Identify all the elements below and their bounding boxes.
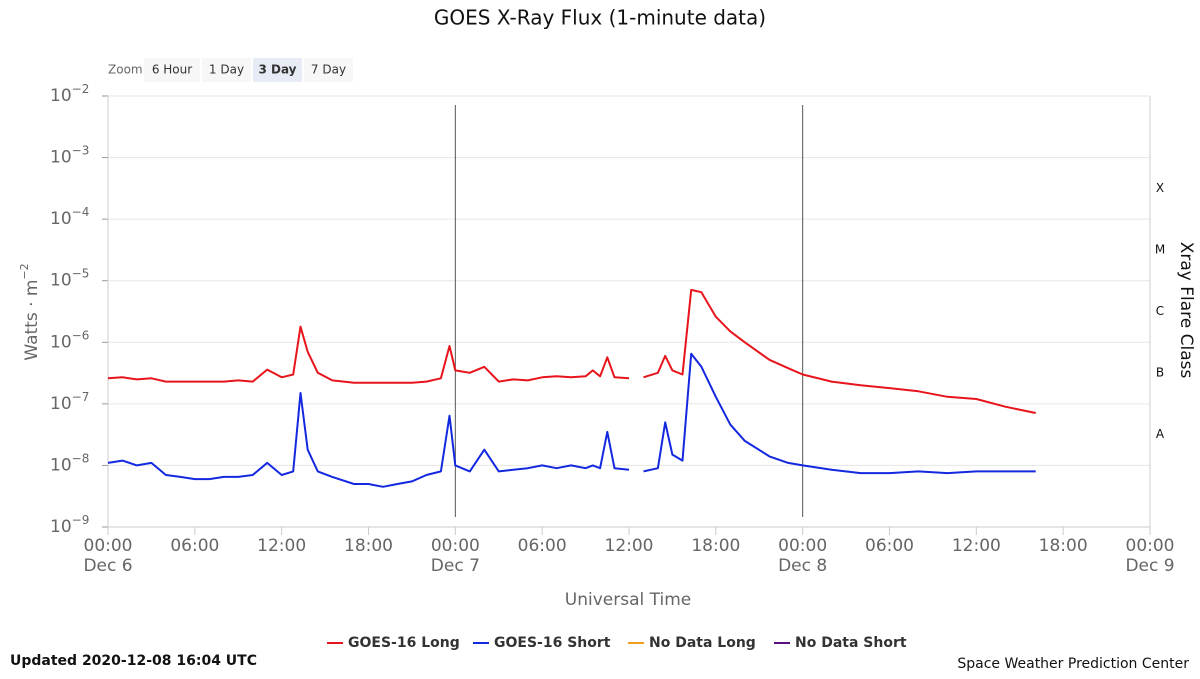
y-tick-label: 10−7 (50, 389, 89, 414)
zoom-button[interactable]: 1 Day (202, 58, 251, 82)
x-tick-label: 18:00 (1039, 536, 1088, 556)
flare-class-label: X (1156, 181, 1164, 195)
zoom-button[interactable]: 3 Day (253, 58, 302, 82)
x-tick-date: Dec 6 (83, 556, 132, 576)
series-line (107, 352, 1036, 488)
y-tick-exponent: −4 (72, 205, 90, 219)
y-tick-base: 10 (50, 148, 72, 168)
zoom-button-label: 1 Day (209, 63, 244, 77)
y-axis-label: Watts · m−2 (18, 263, 42, 360)
y-tick-base: 10 (50, 209, 72, 229)
zoom-button-label: 7 Day (311, 63, 346, 77)
y-tick-exponent: −3 (72, 143, 90, 157)
y-tick-exponent: −6 (72, 328, 90, 342)
zoom-button-label: 3 Day (258, 63, 296, 77)
y-tick-base: 10 (50, 455, 72, 475)
x-tick-label: 18:00 (344, 536, 393, 556)
y-axis-label-text: Watts · m (22, 280, 42, 361)
x-tick-label: 12:00 (605, 536, 654, 556)
x-tick-label: 06:00 (865, 536, 914, 556)
y2-axis-label: Xray Flare Class (1176, 242, 1196, 379)
y-tick-base: 10 (50, 86, 72, 106)
footer-credit: Space Weather Prediction Center (957, 656, 1189, 672)
x-tick-label: 18:00 (691, 536, 740, 556)
zoom-button-bg (253, 58, 302, 82)
x-tick-label: 00:00 (431, 536, 480, 556)
x-tick-label: 00:00 (1126, 536, 1175, 556)
zoom-button[interactable]: 6 Hour (144, 58, 200, 82)
y-tick-label: 10−6 (50, 328, 89, 353)
x-axis-label: Universal Time (565, 590, 691, 610)
x-tick-label: 00:00 (84, 536, 133, 556)
x-tick-label: 06:00 (518, 536, 567, 556)
legend-item[interactable]: No Data Long (628, 635, 756, 651)
legend-item[interactable]: GOES-16 Long (327, 635, 460, 651)
y-tick-exponent: −8 (72, 451, 90, 465)
legend-label: No Data Long (649, 635, 756, 651)
y-tick-exponent: −2 (72, 82, 90, 96)
y-tick-exponent: −9 (72, 513, 90, 527)
series-line (107, 288, 1036, 414)
y-tick-label: 10−3 (50, 143, 89, 168)
y-axis-label-exponent: −2 (18, 263, 31, 279)
y-tick-label: 10−2 (50, 82, 89, 107)
x-tick-label: 06:00 (170, 536, 219, 556)
y-tick-base: 10 (50, 394, 72, 414)
flare-class-label: M (1155, 242, 1165, 256)
y-tick-exponent: −7 (72, 389, 90, 403)
legend-item[interactable]: GOES-16 Short (473, 635, 611, 651)
y-tick-base: 10 (50, 271, 72, 291)
zoom-button-label: 6 Hour (152, 63, 192, 77)
flare-class-label: C (1156, 304, 1164, 318)
y-tick-base: 10 (50, 332, 72, 352)
legend-item[interactable]: No Data Short (774, 635, 907, 651)
x-tick-date: Dec 8 (778, 556, 827, 576)
zoom-button-bg (202, 58, 251, 82)
y-tick-label: 10−8 (50, 451, 89, 476)
y-tick-label: 10−5 (50, 266, 89, 291)
x-tick-date: Dec 7 (431, 556, 480, 576)
legend-label: GOES-16 Long (348, 635, 460, 651)
chart-title: GOES X-Ray Flux (1-minute data) (434, 6, 766, 30)
flare-class-label: B (1156, 366, 1164, 380)
flare-class-label: A (1156, 427, 1165, 441)
legend-label: No Data Short (795, 635, 907, 651)
y-tick-exponent: −5 (72, 266, 90, 280)
footer-updated: Updated 2020-12-08 16:04 UTC (10, 653, 257, 669)
zoom-label: Zoom (108, 63, 143, 77)
x-tick-label: 12:00 (257, 536, 306, 556)
zoom-button-bg (144, 58, 200, 82)
x-tick-label: 00:00 (778, 536, 827, 556)
y-tick-label: 10−4 (50, 205, 89, 230)
y-tick-base: 10 (50, 517, 72, 537)
zoom-button[interactable]: 7 Day (304, 58, 353, 82)
legend-label: GOES-16 Short (494, 635, 611, 651)
x-tick-label: 12:00 (952, 536, 1001, 556)
x-tick-date: Dec 9 (1125, 556, 1174, 576)
y-tick-label: 10−9 (50, 513, 89, 538)
zoom-button-bg (304, 58, 353, 82)
